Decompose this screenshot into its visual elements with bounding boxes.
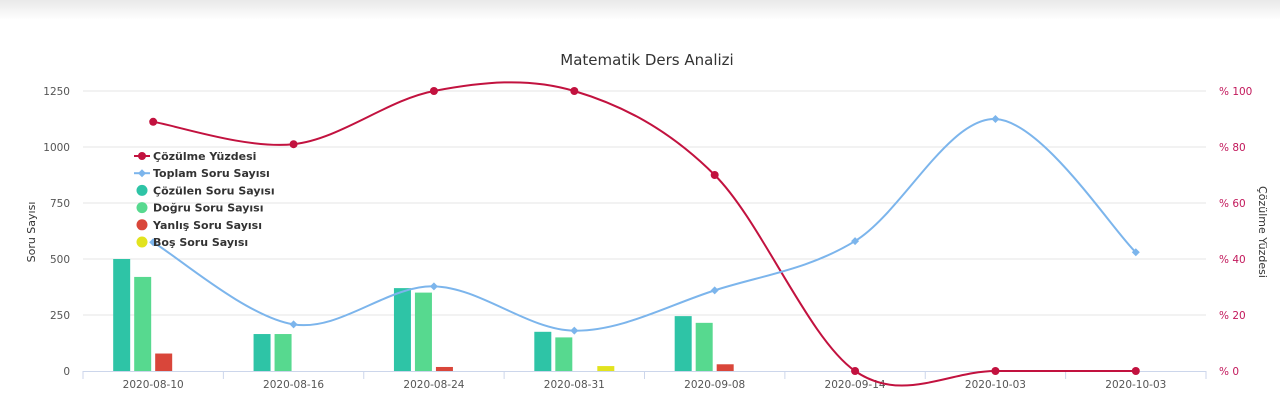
x-tick-label: 2020-08-24 [403,379,464,391]
y-tick-label-right: % 60 [1219,198,1246,210]
legend-item[interactable]: Çözülen Soru Sayısı [136,184,275,197]
bar [393,288,411,371]
columns [113,259,734,371]
bar [435,366,453,371]
y-tick-label-right: % 40 [1219,254,1246,266]
point-marker [289,140,298,149]
point-marker [710,286,719,295]
point-marker [710,171,719,179]
y-tick-label-right: % 100 [1219,86,1252,98]
x-tick-label: 2020-09-14 [825,379,886,391]
legend-label: Çözülme Yüzdesi [153,150,256,163]
point-marker [1131,248,1140,257]
lines [149,81,1140,387]
x-tick-label: 2020-08-16 [263,379,324,391]
legend-symbol [136,184,148,196]
legend-item[interactable]: Çözülme Yüzdesi [134,150,256,163]
bar [597,366,615,371]
point-marker [570,87,579,95]
chart-title: Matematik Ders Analizi [560,51,733,69]
point-marker [851,367,860,375]
legend-label: Yanlış Soru Sayısı [152,219,262,232]
bar [274,334,292,371]
legend[interactable]: Çözülme Yüzdesi Toplam Soru Sayısı Çözülen… [134,150,275,249]
legend-symbol [136,219,148,231]
point-marker [851,237,860,246]
x-tick-label: 2020-10-03 [965,379,1026,391]
y-tick-label-left: 1250 [43,86,70,98]
point-marker [289,320,298,329]
legend-symbol [138,152,146,160]
y-tick-label-right: % 0 [1219,366,1239,378]
y-axis-label-right: Çözülme Yüzdesi [1256,186,1269,278]
x-tick-label: 2020-08-10 [123,379,184,391]
legend-label: Toplam Soru Sayısı [153,167,270,180]
x-tick-label: 2020-10-03 [1105,379,1166,391]
legend-item[interactable]: Yanlış Soru Sayısı [136,219,262,232]
point-marker [570,326,579,335]
x-tick-label: 2020-08-31 [544,379,605,391]
point-marker [1131,367,1140,375]
y-tick-label-left: 250 [50,310,70,322]
point-marker [149,238,158,247]
point-marker [149,117,158,126]
legend-label: Doğru Soru Sayısı [153,202,263,215]
bar [134,276,152,371]
bar [414,292,432,371]
top-shadow-bar [0,0,1280,20]
legend-symbol [138,169,146,178]
legend-symbol [136,202,148,214]
y-tick-label-left: 1000 [43,142,70,154]
point-marker [991,115,1000,123]
bar [695,322,713,371]
bar [674,316,692,371]
legend-item[interactable]: Toplam Soru Sayısı [134,167,270,180]
point-marker [429,282,438,291]
series-line [152,117,1137,332]
bar [555,337,573,371]
bar [155,353,173,371]
bar [716,364,734,371]
y-tick-label-left: 500 [50,254,70,266]
y-tick-label-right: % 20 [1219,310,1246,322]
y-tick-label-right: % 80 [1219,142,1246,154]
legend-label: Boş Soru Sayısı [153,236,248,249]
y-axis-label-left: Soru Sayısı [25,202,38,263]
legend-item[interactable]: Doğru Soru Sayısı [136,202,264,215]
bar [113,259,131,371]
series-line [153,81,1136,387]
legend-label: Çözülen Soru Sayısı [153,184,275,197]
bar [534,331,552,371]
bar [253,334,271,371]
gridlines [83,90,1206,316]
legend-item[interactable]: Boş Soru Sayısı [136,236,249,249]
y-tick-label-left: 0 [63,366,70,378]
point-marker [991,367,1000,375]
point-marker [429,87,438,95]
y-tick-label-left: 750 [50,198,70,210]
x-tick-label: 2020-09-08 [684,379,745,391]
legend-symbol [136,236,148,248]
